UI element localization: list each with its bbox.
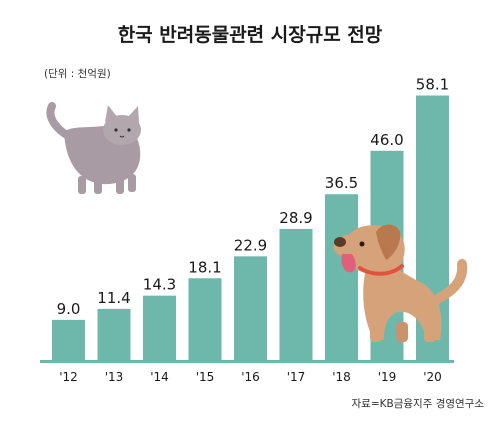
bar-4 — [234, 256, 267, 361]
value-label-5: 28.9 — [279, 209, 312, 227]
value-label-7: 46.0 — [370, 131, 403, 149]
dog-illustration — [333, 224, 468, 342]
source-note: 자료=KB금융지주 경영연구소 — [352, 397, 485, 410]
x-tick-label-0: '12 — [59, 370, 78, 384]
x-tick-label-3: '15 — [196, 370, 215, 384]
x-tick-labels-group: '12 '13 '14 '15 '16 '17 '18 '19 '20 — [59, 370, 442, 384]
bar-0 — [52, 319, 85, 361]
value-label-6: 36.5 — [325, 174, 358, 192]
x-tick-label-5: '17 — [287, 370, 306, 384]
bar-2 — [143, 295, 176, 361]
chart-title: 한국 반려동물관련 시장규모 전망 — [118, 24, 383, 46]
bar-1 — [97, 308, 131, 361]
value-label-8: 58.1 — [416, 75, 449, 93]
value-label-2: 14.3 — [143, 276, 176, 294]
value-label-3: 18.1 — [188, 258, 221, 276]
x-tick-label-8: '20 — [423, 370, 442, 384]
x-tick-label-4: '16 — [241, 370, 260, 384]
x-tick-label-6: '18 — [332, 370, 351, 384]
unit-note: (단위 : 천억원) — [44, 67, 111, 80]
value-label-1: 11.4 — [97, 289, 130, 307]
bars-group — [52, 95, 449, 361]
value-label-4: 22.9 — [234, 236, 267, 254]
cat-illustration — [46, 102, 141, 194]
x-tick-label-1: '13 — [105, 370, 124, 384]
x-tick-label-7: '19 — [378, 370, 397, 384]
value-label-0: 9.0 — [57, 300, 81, 318]
bar-3 — [188, 278, 222, 361]
bar-5 — [279, 228, 313, 361]
x-tick-label-2: '14 — [150, 370, 169, 384]
bar-6 — [325, 194, 358, 361]
value-labels-group: 9.0 11.4 14.3 18.1 22.9 28.9 36.5 46.0 58.1 — [57, 75, 450, 317]
